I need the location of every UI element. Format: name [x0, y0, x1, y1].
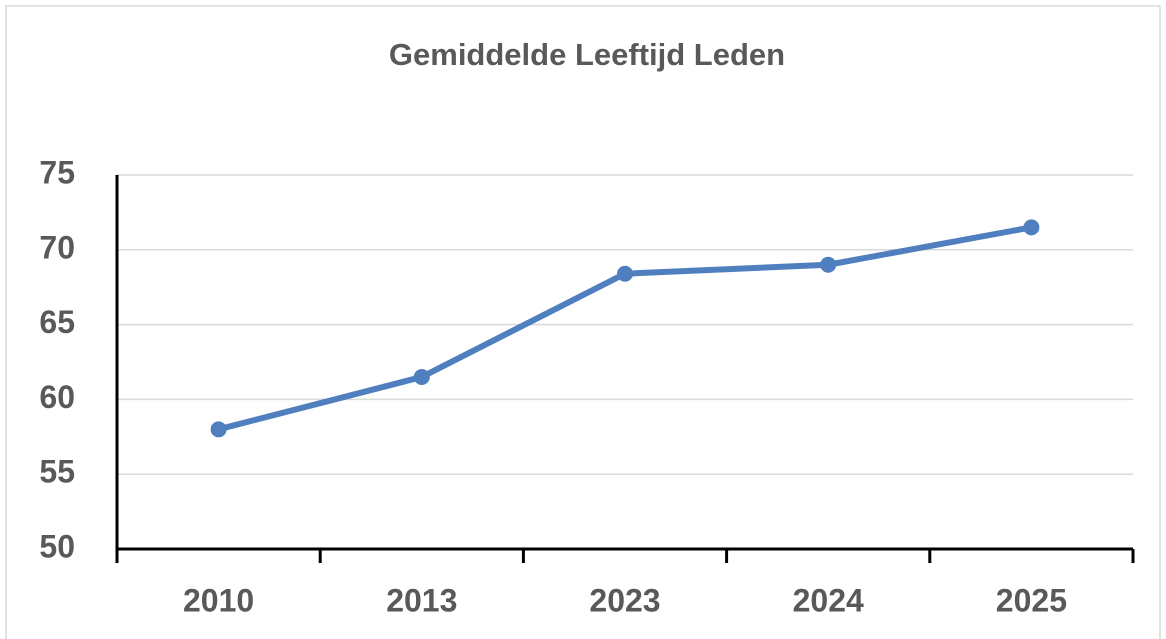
y-tick-label: 55: [39, 454, 75, 490]
x-tick-label: 2024: [793, 582, 864, 618]
x-tick-label: 2010: [183, 582, 254, 618]
data-point: [820, 256, 837, 273]
data-point: [1023, 219, 1040, 236]
y-tick-label: 75: [39, 154, 75, 190]
y-tick-label: 50: [39, 528, 75, 564]
x-tick-label: 2025: [996, 582, 1067, 618]
x-tick-label: 2013: [386, 582, 457, 618]
data-point: [413, 368, 430, 385]
y-tick-label: 60: [39, 379, 75, 415]
x-tick-label: 2023: [589, 582, 660, 618]
data-point: [617, 265, 633, 282]
y-tick-label: 65: [39, 304, 75, 340]
chart-title: Gemiddelde Leeftijd Leden: [389, 37, 785, 72]
y-tick-label: 70: [39, 229, 75, 265]
chart-border: [5, 5, 1161, 639]
data-point: [210, 421, 227, 438]
